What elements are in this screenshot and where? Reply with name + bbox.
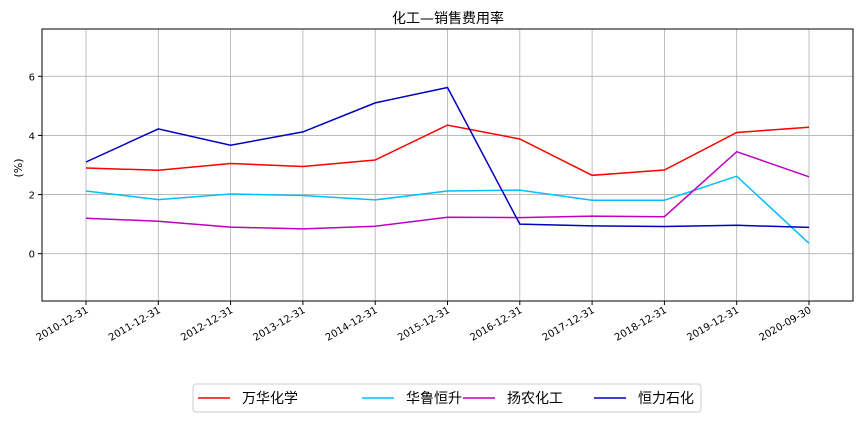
legend-label: 华鲁恒升 [406, 391, 462, 407]
series-line [85, 124, 810, 177]
y-tick-label: 4 [29, 131, 35, 142]
x-tick-label: 2018-12-31 [613, 305, 669, 344]
x-tick-label: 2014-12-31 [324, 305, 380, 344]
y-tick-label: 2 [29, 191, 35, 202]
x-ticks: 2010-12-31 2011-12-31 2012-12-31 2013-12-31… [35, 301, 814, 344]
y-ticks: 0 2 4 6 [29, 72, 42, 261]
legend-label: 扬农化工 [507, 391, 563, 407]
x-tick-label: 2013-12-31 [252, 305, 308, 344]
y-tick-label: 6 [29, 72, 35, 83]
chart-title: 化工—销售费用率 [392, 10, 504, 27]
x-tick-label: 2016-12-31 [468, 305, 524, 344]
legend: 万华化学 华鲁恒升 扬农化工 恒力石化 [192, 383, 702, 413]
x-tick-label: 2011-12-31 [107, 305, 163, 344]
x-tick-label: 2019-12-31 [685, 305, 741, 344]
x-tick-label: 2020-09-30 [758, 305, 814, 344]
x-tick-label: 2012-12-31 [179, 305, 235, 344]
legend-box [192, 383, 702, 413]
y-axis-label: (%) [12, 158, 25, 177]
series-line [85, 175, 810, 244]
x-tick-label: 2017-12-31 [541, 305, 597, 344]
legend-label: 恒力石化 [638, 391, 694, 407]
y-tick-label: 0 [29, 250, 35, 261]
x-tick-label: 2010-12-31 [35, 305, 91, 344]
grid-lines [42, 29, 853, 301]
x-tick-label: 2015-12-31 [396, 305, 452, 344]
series-lines [85, 86, 810, 244]
series-line [85, 86, 810, 229]
series-line [85, 150, 810, 230]
legend-label: 万华化学 [242, 391, 298, 407]
